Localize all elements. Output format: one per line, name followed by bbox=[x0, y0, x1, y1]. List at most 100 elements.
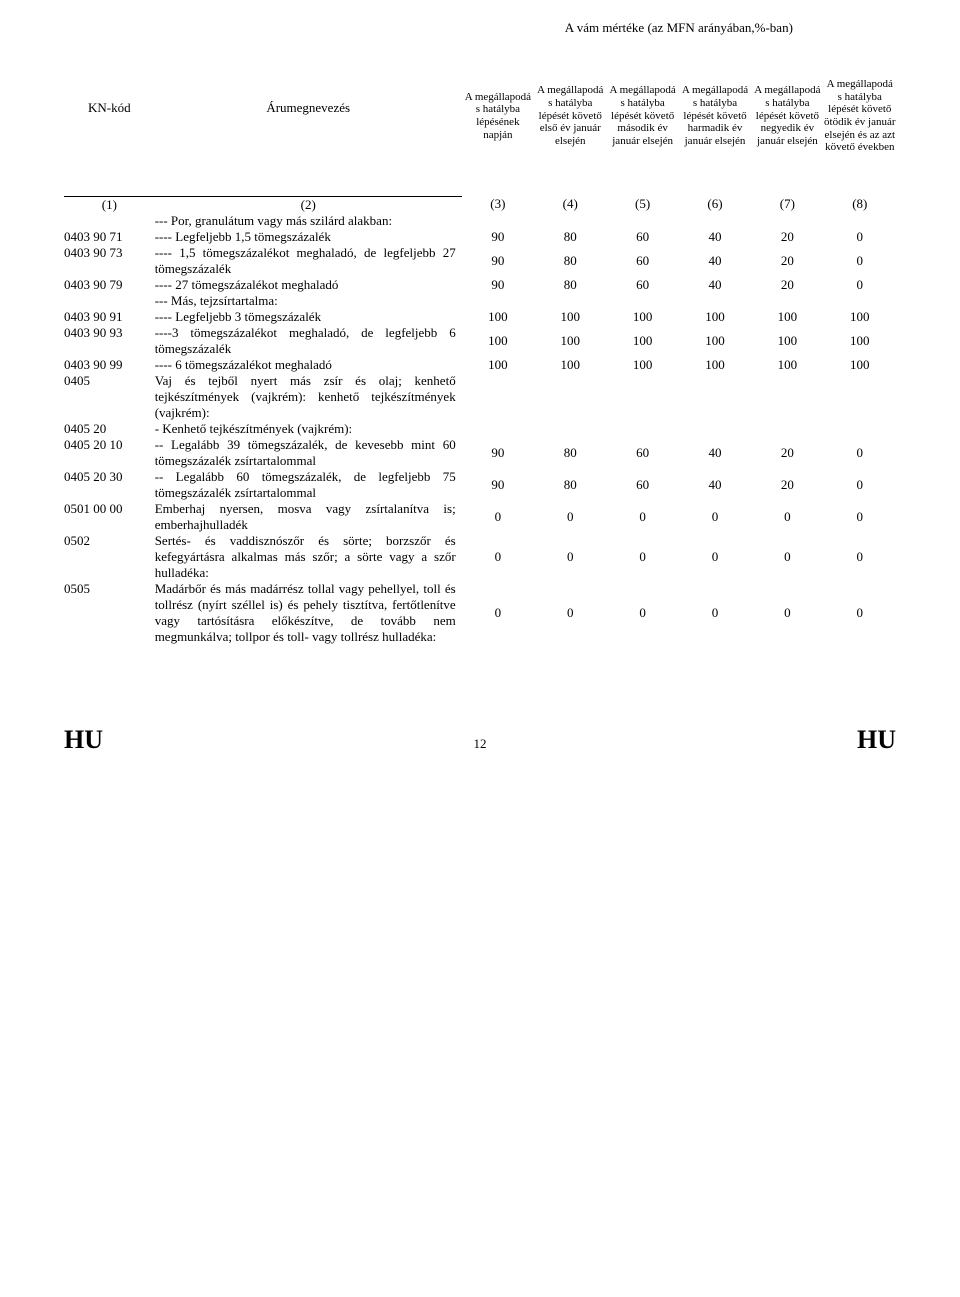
row-val: 100 bbox=[606, 325, 678, 357]
row-val: 80 bbox=[534, 245, 606, 277]
table-row: 0403 90 99 ---- 6 tömegszázalékot meghal… bbox=[64, 357, 896, 373]
row-val: 0 bbox=[462, 533, 534, 581]
row-val: 0 bbox=[751, 501, 823, 533]
row-val: 100 bbox=[751, 325, 823, 357]
row-val: 20 bbox=[751, 277, 823, 293]
row-code: 0403 90 99 bbox=[64, 357, 155, 373]
row-val: 80 bbox=[534, 277, 606, 293]
row-val: 0 bbox=[606, 581, 678, 645]
row-val: 40 bbox=[679, 437, 751, 469]
row-desc: -- Legalább 60 tömegszázalék, de legfelj… bbox=[155, 469, 462, 501]
colnum-1: (1) bbox=[64, 196, 155, 213]
row-code: 0403 90 93 bbox=[64, 325, 155, 357]
row-val: 0 bbox=[534, 581, 606, 645]
colnum-8: (8) bbox=[824, 196, 896, 213]
row-val: 100 bbox=[462, 325, 534, 357]
row-val bbox=[606, 421, 678, 437]
row-val: 0 bbox=[462, 501, 534, 533]
row-val: 0 bbox=[534, 533, 606, 581]
row-val: 0 bbox=[606, 501, 678, 533]
row-val: 0 bbox=[824, 437, 896, 469]
row-val bbox=[751, 421, 823, 437]
col-header-3: A megállapodá s hatályba lépésének napjá… bbox=[462, 36, 534, 196]
section-1-text: --- Por, granulátum vagy más szilárd ala… bbox=[155, 213, 462, 229]
row-val: 0 bbox=[751, 581, 823, 645]
table-row: 0403 90 79 ---- 27 tömegszázalékot megha… bbox=[64, 277, 896, 293]
row-code: 0405 bbox=[64, 373, 155, 421]
row-val: 0 bbox=[534, 501, 606, 533]
page-footer: HU 12 HU bbox=[64, 725, 896, 755]
row-val: 100 bbox=[824, 309, 896, 325]
col-header-desc: Árumegnevezés bbox=[155, 20, 462, 196]
row-val: 90 bbox=[462, 229, 534, 245]
colnum-2: (2) bbox=[155, 196, 462, 213]
row-val: 90 bbox=[462, 469, 534, 501]
row-val: 100 bbox=[679, 357, 751, 373]
row-val bbox=[606, 373, 678, 421]
row-val: 90 bbox=[462, 437, 534, 469]
row-val: 60 bbox=[606, 437, 678, 469]
table-row: 0403 90 71 ---- Legfeljebb 1,5 tömegszáz… bbox=[64, 229, 896, 245]
row-val: 100 bbox=[534, 357, 606, 373]
colnum-6: (6) bbox=[679, 196, 751, 213]
row-val: 100 bbox=[824, 325, 896, 357]
row-val: 0 bbox=[824, 469, 896, 501]
row-val: 20 bbox=[751, 229, 823, 245]
row-val: 0 bbox=[679, 501, 751, 533]
table-row: 0405 20 30 -- Legalább 60 tömegszázalék,… bbox=[64, 469, 896, 501]
row-val: 100 bbox=[462, 309, 534, 325]
row-val: 100 bbox=[751, 309, 823, 325]
row-code: 0505 bbox=[64, 581, 155, 645]
row-val: 0 bbox=[751, 533, 823, 581]
table-row: 0403 90 73 ---- 1,5 tömegszázalékot megh… bbox=[64, 245, 896, 277]
col-header-7: A megállapodá s hatályba lépését követő … bbox=[751, 36, 823, 196]
row-val: 40 bbox=[679, 469, 751, 501]
row-val: 100 bbox=[534, 309, 606, 325]
row-val: 0 bbox=[462, 581, 534, 645]
row-code: 0403 90 71 bbox=[64, 229, 155, 245]
row-val: 100 bbox=[534, 325, 606, 357]
row-code: 0502 bbox=[64, 533, 155, 581]
row-desc: ---- Legfeljebb 1,5 tömegszázalék bbox=[155, 229, 462, 245]
row-val: 0 bbox=[824, 277, 896, 293]
row-val: 100 bbox=[606, 357, 678, 373]
row-code: 0403 90 79 bbox=[64, 277, 155, 293]
col-header-5: A megállapodá s hatályba lépését követő … bbox=[606, 36, 678, 196]
row-desc: ----3 tömegszázalékot meghaladó, de legf… bbox=[155, 325, 462, 357]
col-header-6: A megállapodá s hatályba lépését követő … bbox=[679, 36, 751, 196]
row-val: 100 bbox=[606, 309, 678, 325]
row-val bbox=[534, 421, 606, 437]
table-row: 0505 Madárbőr és más madárrész tollal va… bbox=[64, 581, 896, 645]
column-number-row: (1) (2) (3) (4) (5) (6) (7) (8) bbox=[64, 196, 896, 213]
row-val: 100 bbox=[462, 357, 534, 373]
row-val: 60 bbox=[606, 469, 678, 501]
row-desc: Vaj és tejből nyert más zsír és olaj; ke… bbox=[155, 373, 462, 421]
row-val bbox=[534, 373, 606, 421]
row-val: 100 bbox=[751, 357, 823, 373]
row-val: 0 bbox=[679, 581, 751, 645]
row-desc: Sertés- és vaddisznószőr és sörte; borzs… bbox=[155, 533, 462, 581]
row-code: 0405 20 10 bbox=[64, 437, 155, 469]
row-code: 0501 00 00 bbox=[64, 501, 155, 533]
table-row: 0405 Vaj és tejből nyert más zsír és ola… bbox=[64, 373, 896, 421]
document-page: KN-kód Árumegnevezés A vám mértéke (az M… bbox=[0, 0, 960, 1297]
row-val: 40 bbox=[679, 229, 751, 245]
row-val: 40 bbox=[679, 277, 751, 293]
row-code: 0403 90 73 bbox=[64, 245, 155, 277]
row-desc: ---- Legfeljebb 3 tömegszázalék bbox=[155, 309, 462, 325]
section-header-1: --- Por, granulátum vagy más szilárd ala… bbox=[64, 213, 896, 229]
row-val bbox=[824, 373, 896, 421]
table-row: 0501 00 00 Emberhaj nyersen, mosva vagy … bbox=[64, 501, 896, 533]
table-header-row1: KN-kód Árumegnevezés A vám mértéke (az M… bbox=[64, 20, 896, 36]
table-row: 0403 90 91 ---- Legfeljebb 3 tömegszázal… bbox=[64, 309, 896, 325]
row-val: 60 bbox=[606, 245, 678, 277]
row-val: 0 bbox=[606, 533, 678, 581]
footer-left: HU bbox=[64, 725, 103, 755]
row-val: 100 bbox=[824, 357, 896, 373]
row-val: 0 bbox=[679, 533, 751, 581]
row-code: 0403 90 91 bbox=[64, 309, 155, 325]
table-row: 0405 20 - Kenhető tejkészítmények (vajkr… bbox=[64, 421, 896, 437]
row-val: 100 bbox=[679, 309, 751, 325]
colnum-5: (5) bbox=[606, 196, 678, 213]
row-val: 40 bbox=[679, 245, 751, 277]
